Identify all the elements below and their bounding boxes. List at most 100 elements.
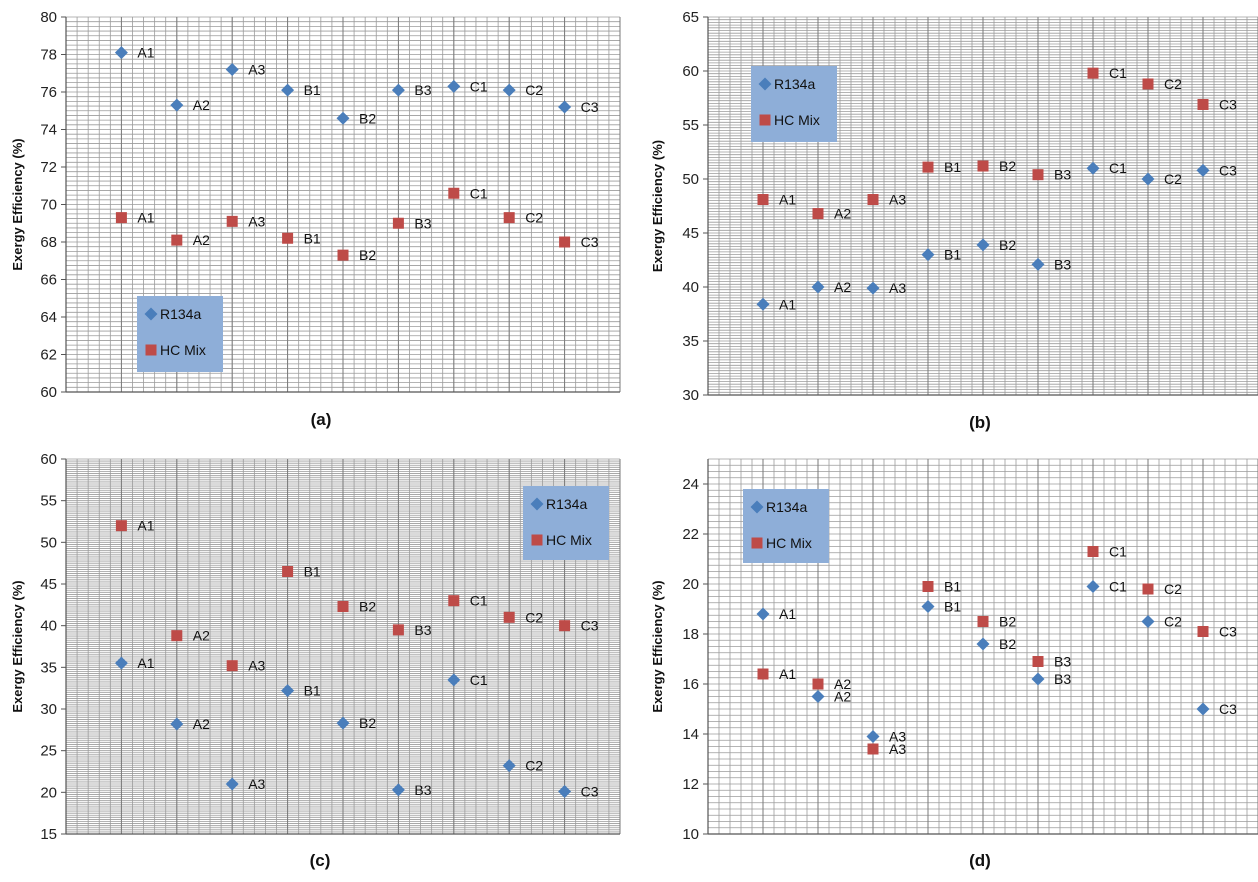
data-point-c2 bbox=[1142, 583, 1154, 595]
data-point-a3 bbox=[225, 63, 239, 76]
y-tick-label: 80 bbox=[40, 9, 57, 26]
legend: R134a HC Mix bbox=[743, 489, 829, 563]
y-axis-label: Exergy Efficiency (%) bbox=[650, 580, 665, 712]
data-point-a1 bbox=[114, 656, 128, 670]
y-tick-label: 55 bbox=[40, 493, 57, 510]
legend-marker bbox=[759, 114, 771, 126]
y-tick-label: 15 bbox=[40, 826, 57, 843]
data-label-c3: C3 bbox=[1219, 162, 1237, 178]
series-hc-mix: A1 A2 A3 B1 B2 B3 C1 C2 C3 bbox=[757, 65, 1237, 222]
y-tick-label: 66 bbox=[40, 272, 57, 289]
y-tick-label: 68 bbox=[40, 234, 57, 251]
y-tick-label: 25 bbox=[40, 743, 57, 760]
data-point-c3 bbox=[558, 785, 572, 798]
series-hc-mix: A1 A2 A3 B1 B2 B3 C1 C2 C3 bbox=[757, 544, 1237, 757]
data-point-a3 bbox=[867, 194, 879, 206]
data-point-a1 bbox=[114, 46, 128, 60]
data-point-b3 bbox=[392, 624, 404, 636]
y-tick-label: 64 bbox=[40, 309, 57, 326]
data-label-a2: A2 bbox=[193, 97, 210, 113]
legend-label: HC Mix bbox=[774, 112, 820, 128]
data-point-b1 bbox=[282, 566, 294, 577]
y-tick-label: 60 bbox=[682, 63, 699, 80]
y-tick-label: 22 bbox=[682, 526, 699, 543]
data-label-a1: A1 bbox=[137, 210, 154, 226]
data-label-c1: C1 bbox=[1109, 160, 1127, 176]
legend-label: R134a bbox=[160, 306, 201, 322]
data-label-b1: B1 bbox=[944, 159, 961, 175]
data-point-a3 bbox=[226, 215, 238, 227]
panel-caption: (a) bbox=[311, 410, 332, 429]
data-label-b3: B3 bbox=[414, 622, 431, 638]
data-label-a2: A2 bbox=[193, 716, 210, 732]
data-label-b1: B1 bbox=[304, 230, 321, 246]
data-label-a2: A2 bbox=[193, 628, 210, 644]
data-point-a2 bbox=[171, 234, 183, 246]
data-label-b1: B1 bbox=[944, 599, 961, 615]
y-tick-label: 24 bbox=[682, 476, 699, 493]
y-tick-label: 40 bbox=[682, 279, 699, 296]
y-tick-label: 20 bbox=[682, 576, 699, 593]
legend-marker bbox=[751, 537, 763, 549]
y-tick-label: 16 bbox=[682, 676, 699, 693]
data-point-b2 bbox=[336, 111, 350, 125]
y-tick-label: 50 bbox=[682, 171, 699, 188]
data-label-b1: B1 bbox=[304, 564, 321, 580]
y-tick-label: 35 bbox=[682, 333, 699, 350]
data-point-b2 bbox=[977, 160, 989, 172]
y-tick-label: 18 bbox=[682, 626, 699, 643]
y-tick-label: 60 bbox=[40, 384, 57, 401]
data-point-a1 bbox=[757, 668, 769, 680]
data-label-c2: C2 bbox=[525, 758, 543, 774]
data-point-a3 bbox=[866, 281, 880, 295]
legend-label: R134a bbox=[774, 76, 815, 92]
data-label-c2: C2 bbox=[1164, 171, 1182, 187]
gridlines bbox=[65, 16, 621, 393]
data-label-b2: B2 bbox=[999, 237, 1016, 253]
legend-marker bbox=[750, 500, 764, 514]
data-label-a3: A3 bbox=[248, 776, 265, 792]
data-point-c3 bbox=[1197, 98, 1209, 110]
y-tick-label: 10 bbox=[682, 826, 699, 843]
data-point-c1 bbox=[447, 79, 461, 93]
y-tick-label: 55 bbox=[682, 117, 699, 134]
y-tick-label: 60 bbox=[40, 451, 57, 468]
data-label-c3: C3 bbox=[581, 99, 599, 115]
data-point-a1 bbox=[757, 194, 769, 206]
legend-label: HC Mix bbox=[160, 342, 206, 358]
legend-marker bbox=[758, 77, 772, 91]
data-label-a1: A1 bbox=[779, 192, 796, 208]
legend: R134a HC Mix bbox=[523, 486, 609, 560]
data-label-b3: B3 bbox=[414, 82, 431, 98]
data-label-c3: C3 bbox=[1219, 96, 1237, 112]
data-label-a1: A1 bbox=[779, 296, 796, 312]
series-r134a: A1 A2 A3 B1 B2 B3 C1 C2 C3 bbox=[756, 160, 1237, 312]
y-tick-label: 72 bbox=[40, 159, 57, 176]
data-label-c1: C1 bbox=[1109, 579, 1127, 595]
data-point-c3 bbox=[559, 236, 571, 248]
data-label-a2: A2 bbox=[834, 676, 851, 692]
data-label-c1: C1 bbox=[470, 185, 488, 201]
data-point-b2 bbox=[337, 601, 349, 612]
legend-marker bbox=[145, 344, 157, 356]
data-label-c2: C2 bbox=[525, 82, 543, 98]
y-tick-label: 78 bbox=[40, 47, 57, 64]
data-label-c1: C1 bbox=[470, 593, 488, 609]
data-label-b1: B1 bbox=[304, 683, 321, 699]
data-label-b1: B1 bbox=[944, 247, 961, 263]
data-label-a3: A3 bbox=[248, 62, 265, 78]
data-label-b2: B2 bbox=[359, 247, 376, 263]
data-point-a1 bbox=[756, 297, 770, 311]
data-label-c3: C3 bbox=[581, 234, 599, 250]
data-label-c3: C3 bbox=[1219, 701, 1237, 717]
series-r134a: A1 A2 A3 B1 B2 B3 C1 C2 C3 bbox=[114, 45, 599, 126]
data-point-c2 bbox=[502, 759, 516, 773]
y-tick-label: 30 bbox=[682, 387, 699, 404]
data-label-b3: B3 bbox=[1054, 167, 1071, 183]
chart-panel-a: 60 62 64 66 68 70 72 74 76 78 80 Exergy Efficiency … bbox=[10, 9, 621, 429]
panel-caption: (c) bbox=[310, 851, 331, 870]
data-label-a2: A2 bbox=[193, 232, 210, 248]
data-label-c1: C1 bbox=[470, 672, 488, 688]
legend-label: HC Mix bbox=[766, 535, 812, 551]
